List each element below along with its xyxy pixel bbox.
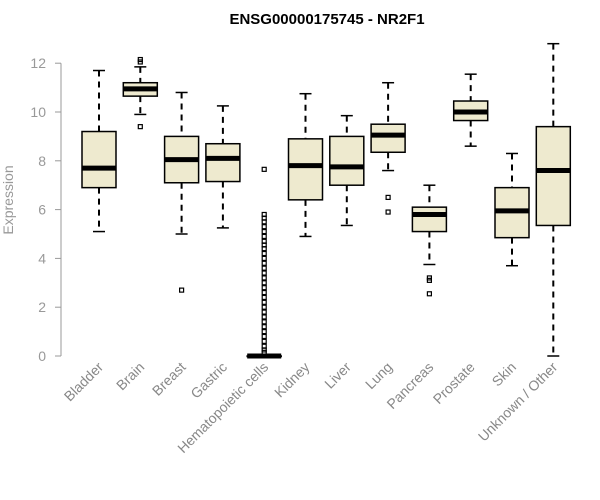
- outlier-point: [385, 209, 391, 215]
- iqr-box: [535, 125, 572, 227]
- y-axis-label: Expression: [0, 165, 16, 234]
- x-tick-label: Kidney: [271, 359, 313, 401]
- iqr-box: [329, 135, 365, 186]
- outlier-point: [261, 219, 267, 225]
- chart-title: ENSG00000175745 - NR2F1: [229, 11, 424, 28]
- outlier-point: [261, 319, 267, 325]
- iqr-box: [411, 206, 448, 233]
- y-tick-label: 2: [38, 299, 46, 315]
- y-tick-label: 8: [38, 153, 46, 169]
- box-lung: [370, 81, 406, 215]
- outlier-point: [261, 228, 267, 235]
- outlier-point: [261, 260, 267, 266]
- y-tick-label: 12: [30, 55, 46, 71]
- boxes-group: [81, 42, 572, 359]
- outlier-point: [261, 166, 267, 172]
- outlier-point: [261, 285, 267, 291]
- outlier-point: [261, 250, 267, 257]
- axes: 0 2 4 6 8 10 12: [30, 55, 62, 364]
- outlier-point: [179, 287, 185, 293]
- box-breast: [163, 91, 200, 293]
- outlier-point: [261, 289, 267, 296]
- y-tick-label: 0: [38, 348, 46, 364]
- outlier-point: [261, 255, 267, 261]
- outlier-point: [261, 314, 267, 320]
- box-bladder: [81, 69, 117, 233]
- x-tick-label: Prostate: [430, 359, 478, 407]
- iqr-box: [287, 138, 324, 201]
- outlier-point: [261, 329, 267, 335]
- outlier-point: [261, 304, 267, 310]
- x-tick-label: Bladder: [61, 359, 107, 405]
- box-unknown-other: [535, 42, 572, 357]
- outlier-point: [426, 291, 432, 297]
- iqr-box: [81, 130, 117, 189]
- box-liver: [329, 114, 365, 227]
- x-tick-label: Skin: [489, 359, 520, 390]
- box-prostate: [452, 73, 489, 147]
- outlier-point: [137, 124, 143, 130]
- outlier-point: [261, 224, 267, 230]
- outlier-point: [261, 265, 267, 271]
- outlier-point: [261, 275, 267, 281]
- x-tick-label: Brain: [113, 359, 147, 393]
- outlier-point: [261, 299, 267, 305]
- outlier-point: [137, 56, 143, 63]
- box-hematopoietic-cells: [246, 166, 282, 359]
- outlier-point: [261, 333, 267, 340]
- x-tick-label: Lung: [362, 359, 395, 392]
- iqr-box: [370, 123, 406, 154]
- box-brain: [122, 56, 159, 130]
- x-tick-label: Breast: [149, 359, 189, 399]
- outlier-point: [385, 194, 391, 200]
- outlier-point: [261, 270, 267, 276]
- box-pancreas: [411, 184, 448, 297]
- box-gastric: [205, 105, 241, 229]
- box-kidney: [287, 92, 324, 238]
- outlier-point: [261, 294, 267, 301]
- outlier-point: [261, 309, 267, 315]
- box-skin: [494, 152, 530, 267]
- outlier-point: [261, 246, 267, 252]
- x-tick-label: Liver: [321, 359, 354, 392]
- outlier-point: [261, 338, 267, 344]
- outlier-point: [261, 233, 267, 240]
- iqr-box: [205, 142, 241, 183]
- outlier-point: [261, 324, 267, 330]
- outlier-point: [261, 280, 267, 286]
- outlier-point: [261, 349, 267, 355]
- y-tick-label: 4: [38, 250, 46, 266]
- y-tick-label: 10: [30, 104, 46, 120]
- outlier-point: [426, 277, 432, 283]
- y-tick-label: 6: [38, 202, 46, 218]
